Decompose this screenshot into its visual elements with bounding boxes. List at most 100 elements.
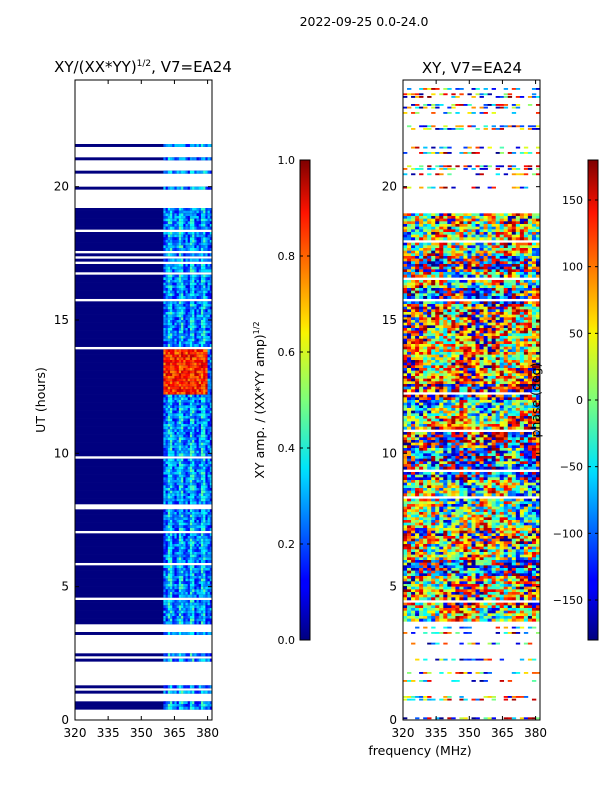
heat-cell	[198, 349, 202, 353]
heat-cell	[200, 234, 204, 238]
heat-cell	[411, 226, 416, 230]
heat-cell	[174, 224, 177, 227]
heat-cell	[176, 658, 180, 662]
heat-cell	[178, 312, 182, 315]
heat-cell	[519, 256, 525, 259]
heat-cell	[205, 248, 208, 251]
heat-cell	[176, 365, 180, 369]
heat-cell	[507, 269, 513, 273]
heat-cell	[189, 410, 193, 414]
heat-cell	[209, 584, 212, 587]
heat-cell	[185, 344, 188, 347]
heat-cell	[403, 112, 408, 114]
heat-cell	[203, 282, 206, 286]
heat-cell	[207, 282, 211, 286]
heat-cell	[172, 573, 175, 577]
heat-cell	[203, 296, 206, 299]
heat-cell	[176, 578, 180, 582]
heat-cell	[403, 256, 408, 259]
heat-cell	[415, 253, 420, 257]
heat-cell	[185, 224, 188, 227]
heat-cell	[467, 296, 472, 299]
heat-cell	[198, 437, 202, 441]
heat-cell	[189, 341, 193, 345]
heat-cell	[447, 226, 452, 230]
heat-cell	[165, 213, 169, 217]
heat-cell	[192, 424, 195, 427]
heat-cell	[181, 384, 184, 387]
heat-cell	[170, 224, 173, 227]
heat-cell	[172, 560, 175, 563]
heat-cell	[415, 280, 420, 283]
heat-cell	[170, 210, 173, 214]
heat-cell	[163, 357, 166, 361]
heat-cell	[519, 226, 525, 230]
heat-cell	[200, 565, 204, 569]
heat-cell	[192, 418, 195, 422]
heat-cell	[203, 586, 206, 590]
heat-cell	[165, 312, 169, 315]
heat-cell	[519, 248, 525, 251]
heat-cell	[185, 392, 188, 395]
heat-cell	[167, 320, 171, 323]
heat-cell	[209, 658, 212, 662]
heat-cell	[183, 464, 186, 467]
heat-cell	[174, 410, 177, 414]
heat-cell	[174, 581, 177, 585]
heat-cell	[515, 104, 521, 106]
heat-cell	[203, 410, 206, 414]
heat-cell	[439, 250, 444, 254]
heat-cell	[203, 602, 206, 606]
heat-cell	[407, 237, 412, 241]
heat-cell	[167, 357, 171, 361]
heat-cell	[189, 602, 193, 606]
heat-cell	[172, 616, 175, 619]
heat-cell	[203, 480, 206, 483]
heat-cell	[170, 509, 173, 513]
heat-cell	[198, 616, 202, 619]
heat-cell	[178, 253, 182, 257]
heat-cell	[535, 234, 540, 238]
heat-cell	[176, 322, 180, 326]
heat-cell	[431, 258, 436, 262]
heat-cell	[189, 237, 193, 241]
heat-cell	[209, 288, 212, 291]
heat-cell	[185, 704, 188, 707]
heat-cell	[181, 237, 184, 241]
heat-cell	[181, 226, 184, 230]
heat-cell	[519, 218, 525, 222]
heat-cell	[178, 336, 182, 339]
heat-cell	[165, 144, 169, 147]
heat-cell	[187, 282, 191, 286]
heat-cell	[209, 552, 212, 555]
heat-cell	[207, 576, 211, 579]
heat-cell	[207, 304, 211, 307]
heat-cell	[174, 274, 177, 278]
heat-cell	[185, 509, 188, 513]
heat-cell	[535, 165, 540, 168]
heat-cell	[172, 240, 175, 243]
heat-cell	[192, 248, 195, 251]
heat-cell	[531, 285, 537, 289]
heat-cell	[495, 282, 501, 286]
heat-cell	[172, 352, 175, 355]
heat-cell	[196, 480, 200, 483]
heat-cell	[192, 226, 195, 230]
heat-cell	[511, 232, 517, 235]
heat-cell	[200, 472, 204, 475]
heat-cell	[423, 234, 428, 238]
heat-cell	[207, 570, 211, 574]
heat-cell	[198, 568, 202, 571]
heat-cell	[200, 338, 204, 342]
heat-cell	[443, 224, 448, 227]
heat-cell	[187, 373, 191, 377]
heat-cell	[207, 450, 211, 454]
heat-cell	[531, 304, 537, 307]
heat-row	[75, 434, 212, 438]
heat-cell	[176, 410, 180, 414]
heat-cell	[207, 218, 211, 222]
heat-cell	[194, 216, 197, 219]
heat-cell	[207, 472, 211, 475]
heat-cell	[165, 429, 169, 433]
heat-cell	[174, 285, 177, 289]
